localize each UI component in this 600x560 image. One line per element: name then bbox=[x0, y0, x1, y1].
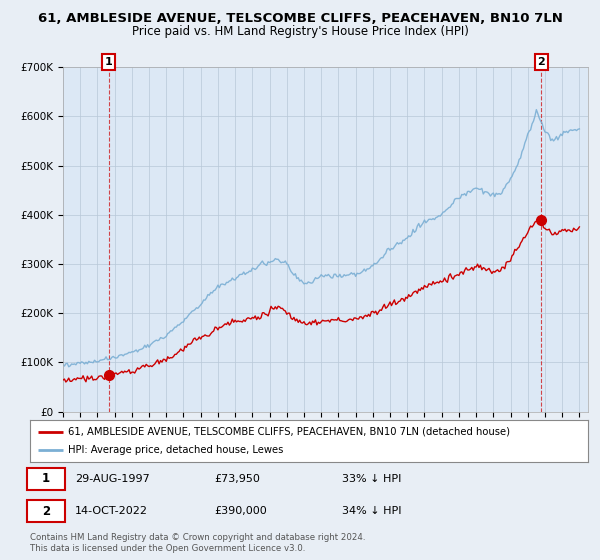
Text: 1: 1 bbox=[105, 57, 113, 67]
Text: 2: 2 bbox=[538, 57, 545, 67]
Text: Contains HM Land Registry data © Crown copyright and database right 2024.
This d: Contains HM Land Registry data © Crown c… bbox=[30, 533, 365, 553]
Text: 61, AMBLESIDE AVENUE, TELSCOMBE CLIFFS, PEACEHAVEN, BN10 7LN (detached house): 61, AMBLESIDE AVENUE, TELSCOMBE CLIFFS, … bbox=[68, 427, 510, 437]
Text: 1: 1 bbox=[42, 473, 50, 486]
Text: 61, AMBLESIDE AVENUE, TELSCOMBE CLIFFS, PEACEHAVEN, BN10 7LN: 61, AMBLESIDE AVENUE, TELSCOMBE CLIFFS, … bbox=[38, 12, 562, 25]
Text: £390,000: £390,000 bbox=[214, 506, 267, 516]
Text: 34% ↓ HPI: 34% ↓ HPI bbox=[343, 506, 402, 516]
Text: 2: 2 bbox=[42, 505, 50, 517]
FancyBboxPatch shape bbox=[27, 500, 65, 522]
Text: HPI: Average price, detached house, Lewes: HPI: Average price, detached house, Lewe… bbox=[68, 445, 283, 455]
FancyBboxPatch shape bbox=[27, 468, 65, 490]
Text: 29-AUG-1997: 29-AUG-1997 bbox=[74, 474, 149, 484]
Text: 14-OCT-2022: 14-OCT-2022 bbox=[74, 506, 148, 516]
Text: Price paid vs. HM Land Registry's House Price Index (HPI): Price paid vs. HM Land Registry's House … bbox=[131, 25, 469, 38]
Text: 33% ↓ HPI: 33% ↓ HPI bbox=[343, 474, 402, 484]
Text: £73,950: £73,950 bbox=[214, 474, 260, 484]
